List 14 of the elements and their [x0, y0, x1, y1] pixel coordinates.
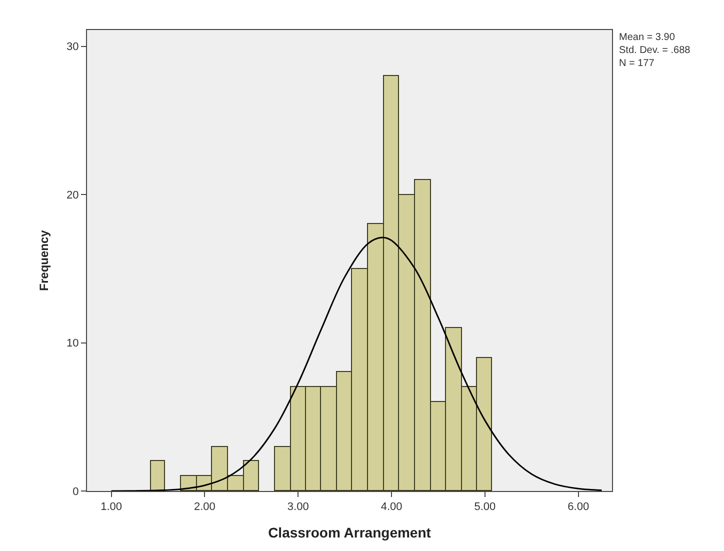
- x-tick-label: 5.00: [474, 501, 496, 514]
- x-tick-label: 4.00: [380, 501, 402, 514]
- x-tick-label: 1.00: [100, 501, 122, 514]
- y-tick-label: 30: [66, 41, 79, 54]
- line-series: [110, 236, 602, 491]
- y-tick-label: 10: [66, 338, 79, 350]
- x-tick-label: 2.00: [194, 501, 216, 514]
- y-tick-label: 0: [72, 486, 79, 498]
- x-axis-title: Classroom Arrangement: [268, 524, 432, 540]
- y-axis-title: Frequency: [36, 230, 51, 291]
- x-tick-label: 6.00: [568, 501, 590, 514]
- x-tick-label: 3.00: [287, 501, 309, 514]
- y-tick-label: 20: [66, 189, 79, 202]
- text: Mean = 3.90 Std. Dev. = .688 N = 177: [619, 32, 691, 69]
